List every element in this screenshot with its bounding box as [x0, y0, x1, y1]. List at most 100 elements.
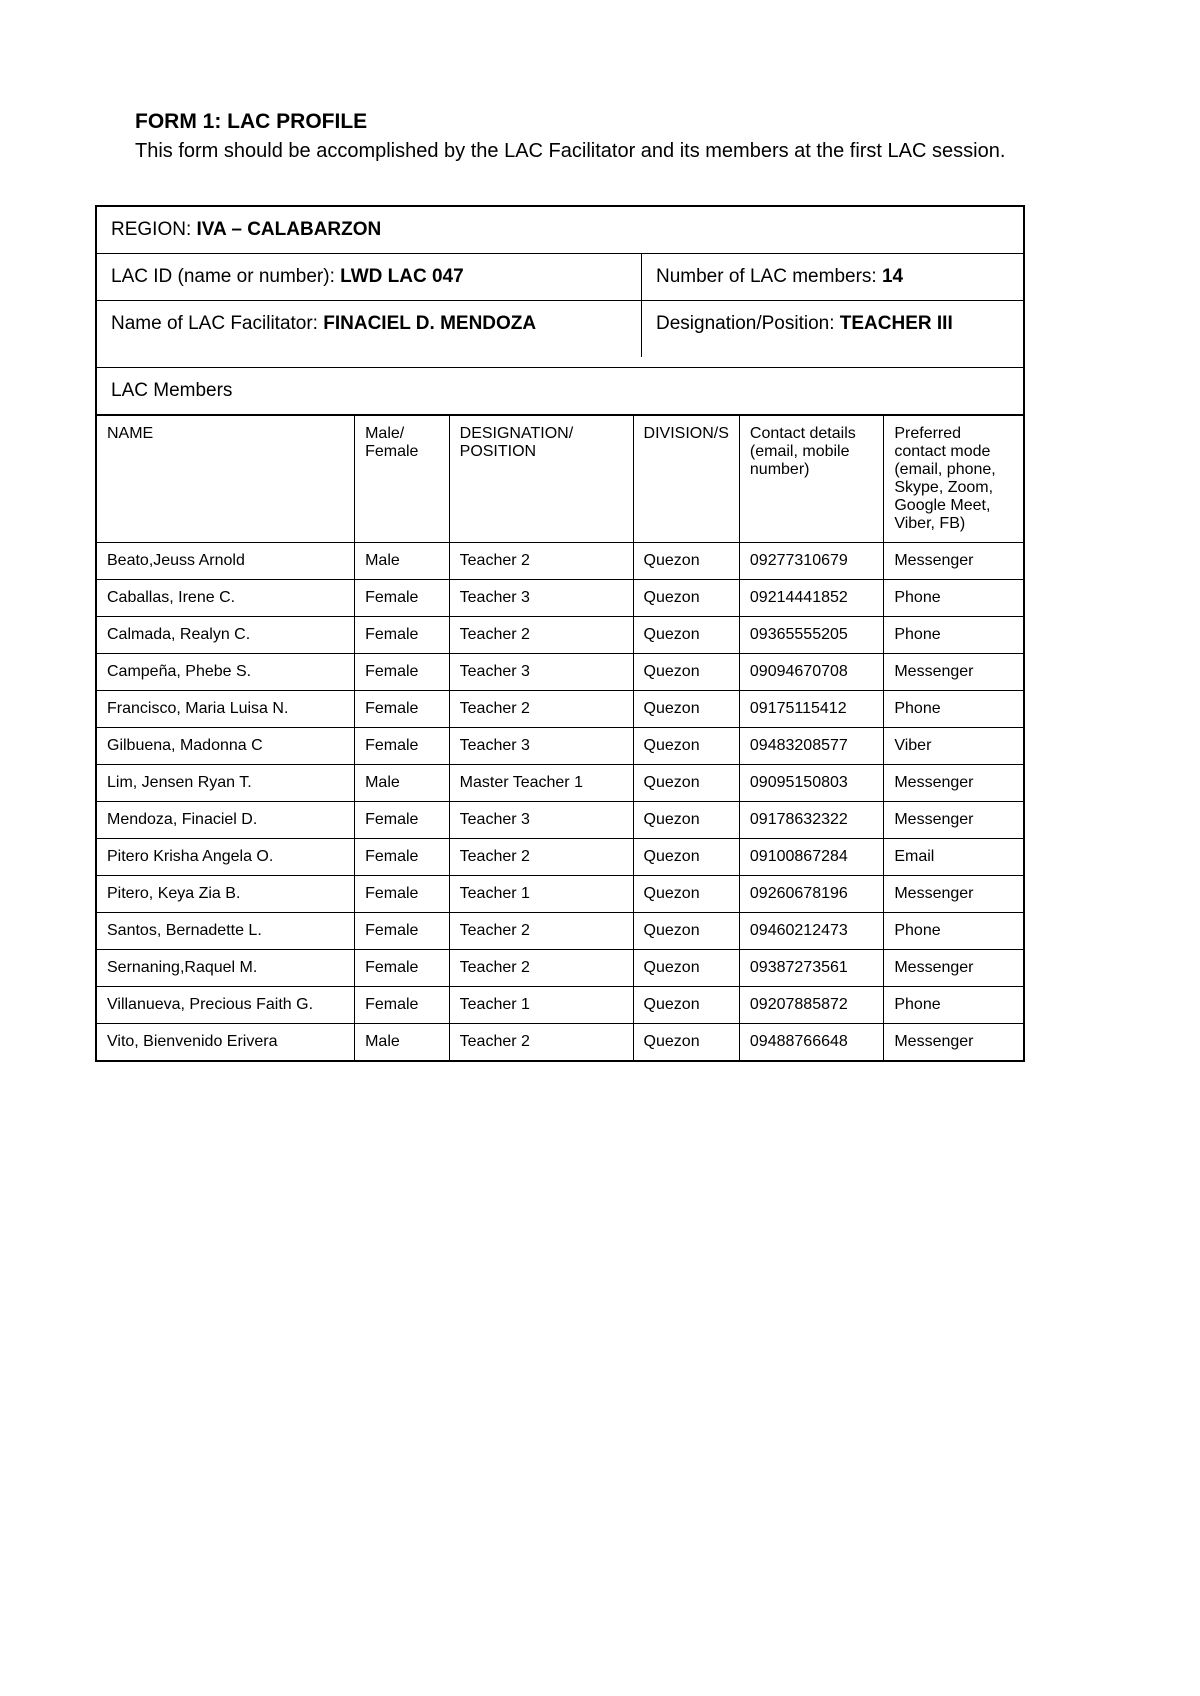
cell-mode: Phone [884, 580, 1023, 617]
cell-contact: 09175115412 [739, 691, 883, 728]
table-row: Caballas, Irene C.FemaleTeacher 3Quezon0… [97, 580, 1023, 617]
cell-sex: Female [355, 728, 450, 765]
designation-label: Designation/Position: [656, 313, 840, 334]
cell-division: Quezon [633, 839, 739, 876]
cell-division: Quezon [633, 654, 739, 691]
cell-sex: Male [355, 765, 450, 802]
form-subtitle: This form should be accomplished by the … [135, 138, 1075, 165]
cell-sex: Female [355, 654, 450, 691]
cell-name: Calmada, Realyn C. [97, 617, 355, 654]
cell-name: Caballas, Irene C. [97, 580, 355, 617]
col-division: DIVISION/S [633, 416, 739, 543]
members-heading: LAC Members [97, 368, 1023, 414]
cell-sex: Female [355, 691, 450, 728]
cell-contact: 09365555205 [739, 617, 883, 654]
cell-mode: Phone [884, 913, 1023, 950]
cell-contact: 09095150803 [739, 765, 883, 802]
col-sex: Male/ Female [355, 416, 450, 543]
lacid-value: LWD LAC 047 [340, 266, 464, 287]
col-mode: Preferred contact mode (email, phone, Sk… [884, 416, 1023, 543]
cell-mode: Phone [884, 987, 1023, 1024]
lacid-row: LAC ID (name or number): LWD LAC 047 Num… [97, 254, 1023, 301]
cell-name: Francisco, Maria Luisa N. [97, 691, 355, 728]
cell-mode: Viber [884, 728, 1023, 765]
cell-name: Santos, Bernadette L. [97, 913, 355, 950]
cell-contact: 09488766648 [739, 1024, 883, 1061]
cell-contact: 09277310679 [739, 543, 883, 580]
cell-mode: Email [884, 839, 1023, 876]
cell-contact: 09214441852 [739, 580, 883, 617]
cell-designation: Teacher 1 [449, 987, 633, 1024]
members-header-row: NAME Male/ Female DESIGNATION/ POSITION … [97, 416, 1023, 543]
cell-division: Quezon [633, 580, 739, 617]
lacid-label: LAC ID (name or number): [111, 266, 340, 287]
cell-designation: Teacher 2 [449, 691, 633, 728]
table-row: Villanueva, Precious Faith G.FemaleTeach… [97, 987, 1023, 1024]
cell-designation: Teacher 2 [449, 950, 633, 987]
cell-division: Quezon [633, 987, 739, 1024]
cell-name: Beato,Jeuss Arnold [97, 543, 355, 580]
cell-designation: Teacher 3 [449, 580, 633, 617]
region-label: REGION: [111, 219, 197, 240]
cell-designation: Teacher 2 [449, 913, 633, 950]
cell-designation: Teacher 1 [449, 876, 633, 913]
cell-contact: 09094670708 [739, 654, 883, 691]
cell-name: Pitero Krisha Angela O. [97, 839, 355, 876]
cell-division: Quezon [633, 617, 739, 654]
cell-name: Pitero, Keya Zia B. [97, 876, 355, 913]
cell-mode: Messenger [884, 876, 1023, 913]
cell-contact: 09178632322 [739, 802, 883, 839]
cell-mode: Messenger [884, 654, 1023, 691]
cell-division: Quezon [633, 876, 739, 913]
cell-division: Quezon [633, 1024, 739, 1061]
table-row: Santos, Bernadette L.FemaleTeacher 2Quez… [97, 913, 1023, 950]
cell-mode: Messenger [884, 1024, 1023, 1061]
members-table: NAME Male/ Female DESIGNATION/ POSITION … [97, 415, 1023, 1060]
cell-sex: Female [355, 987, 450, 1024]
cell-mode: Messenger [884, 802, 1023, 839]
table-row: Beato,Jeuss ArnoldMaleTeacher 2Quezon092… [97, 543, 1023, 580]
table-row: Francisco, Maria Luisa N.FemaleTeacher 2… [97, 691, 1023, 728]
cell-division: Quezon [633, 765, 739, 802]
col-designation: DESIGNATION/ POSITION [449, 416, 633, 543]
table-row: Lim, Jensen Ryan T.MaleMaster Teacher 1Q… [97, 765, 1023, 802]
table-row: Pitero Krisha Angela O.FemaleTeacher 2Qu… [97, 839, 1023, 876]
cell-contact: 09387273561 [739, 950, 883, 987]
cell-contact: 09260678196 [739, 876, 883, 913]
col-name: NAME [97, 416, 355, 543]
table-row: Mendoza, Finaciel D.FemaleTeacher 3Quezo… [97, 802, 1023, 839]
designation-value: TEACHER III [840, 313, 953, 334]
cell-division: Quezon [633, 950, 739, 987]
cell-mode: Phone [884, 617, 1023, 654]
cell-designation: Teacher 2 [449, 839, 633, 876]
members-heading-row: LAC Members [97, 368, 1023, 415]
cell-name: Campeña, Phebe S. [97, 654, 355, 691]
cell-sex: Female [355, 876, 450, 913]
cell-designation: Teacher 3 [449, 654, 633, 691]
cell-division: Quezon [633, 543, 739, 580]
region-value: IVA – CALABARZON [197, 219, 382, 240]
cell-designation: Teacher 2 [449, 543, 633, 580]
cell-division: Quezon [633, 691, 739, 728]
cell-designation: Master Teacher 1 [449, 765, 633, 802]
cell-contact: 09207885872 [739, 987, 883, 1024]
cell-contact: 09460212473 [739, 913, 883, 950]
num-members-value: 14 [882, 266, 903, 287]
cell-sex: Male [355, 543, 450, 580]
cell-mode: Messenger [884, 950, 1023, 987]
cell-mode: Phone [884, 691, 1023, 728]
cell-name: Vito, Bienvenido Erivera [97, 1024, 355, 1061]
col-contact: Contact details (email, mobile number) [739, 416, 883, 543]
cell-contact: 09483208577 [739, 728, 883, 765]
cell-sex: Female [355, 617, 450, 654]
cell-name: Sernaning,Raquel M. [97, 950, 355, 987]
cell-name: Mendoza, Finaciel D. [97, 802, 355, 839]
cell-designation: Teacher 2 [449, 617, 633, 654]
cell-sex: Female [355, 913, 450, 950]
cell-designation: Teacher 2 [449, 1024, 633, 1061]
cell-division: Quezon [633, 728, 739, 765]
table-row: Gilbuena, Madonna CFemaleTeacher 3Quezon… [97, 728, 1023, 765]
region-row: REGION: IVA – CALABARZON [97, 207, 1023, 254]
table-row: Vito, Bienvenido EriveraMaleTeacher 2Que… [97, 1024, 1023, 1061]
cell-name: Lim, Jensen Ryan T. [97, 765, 355, 802]
